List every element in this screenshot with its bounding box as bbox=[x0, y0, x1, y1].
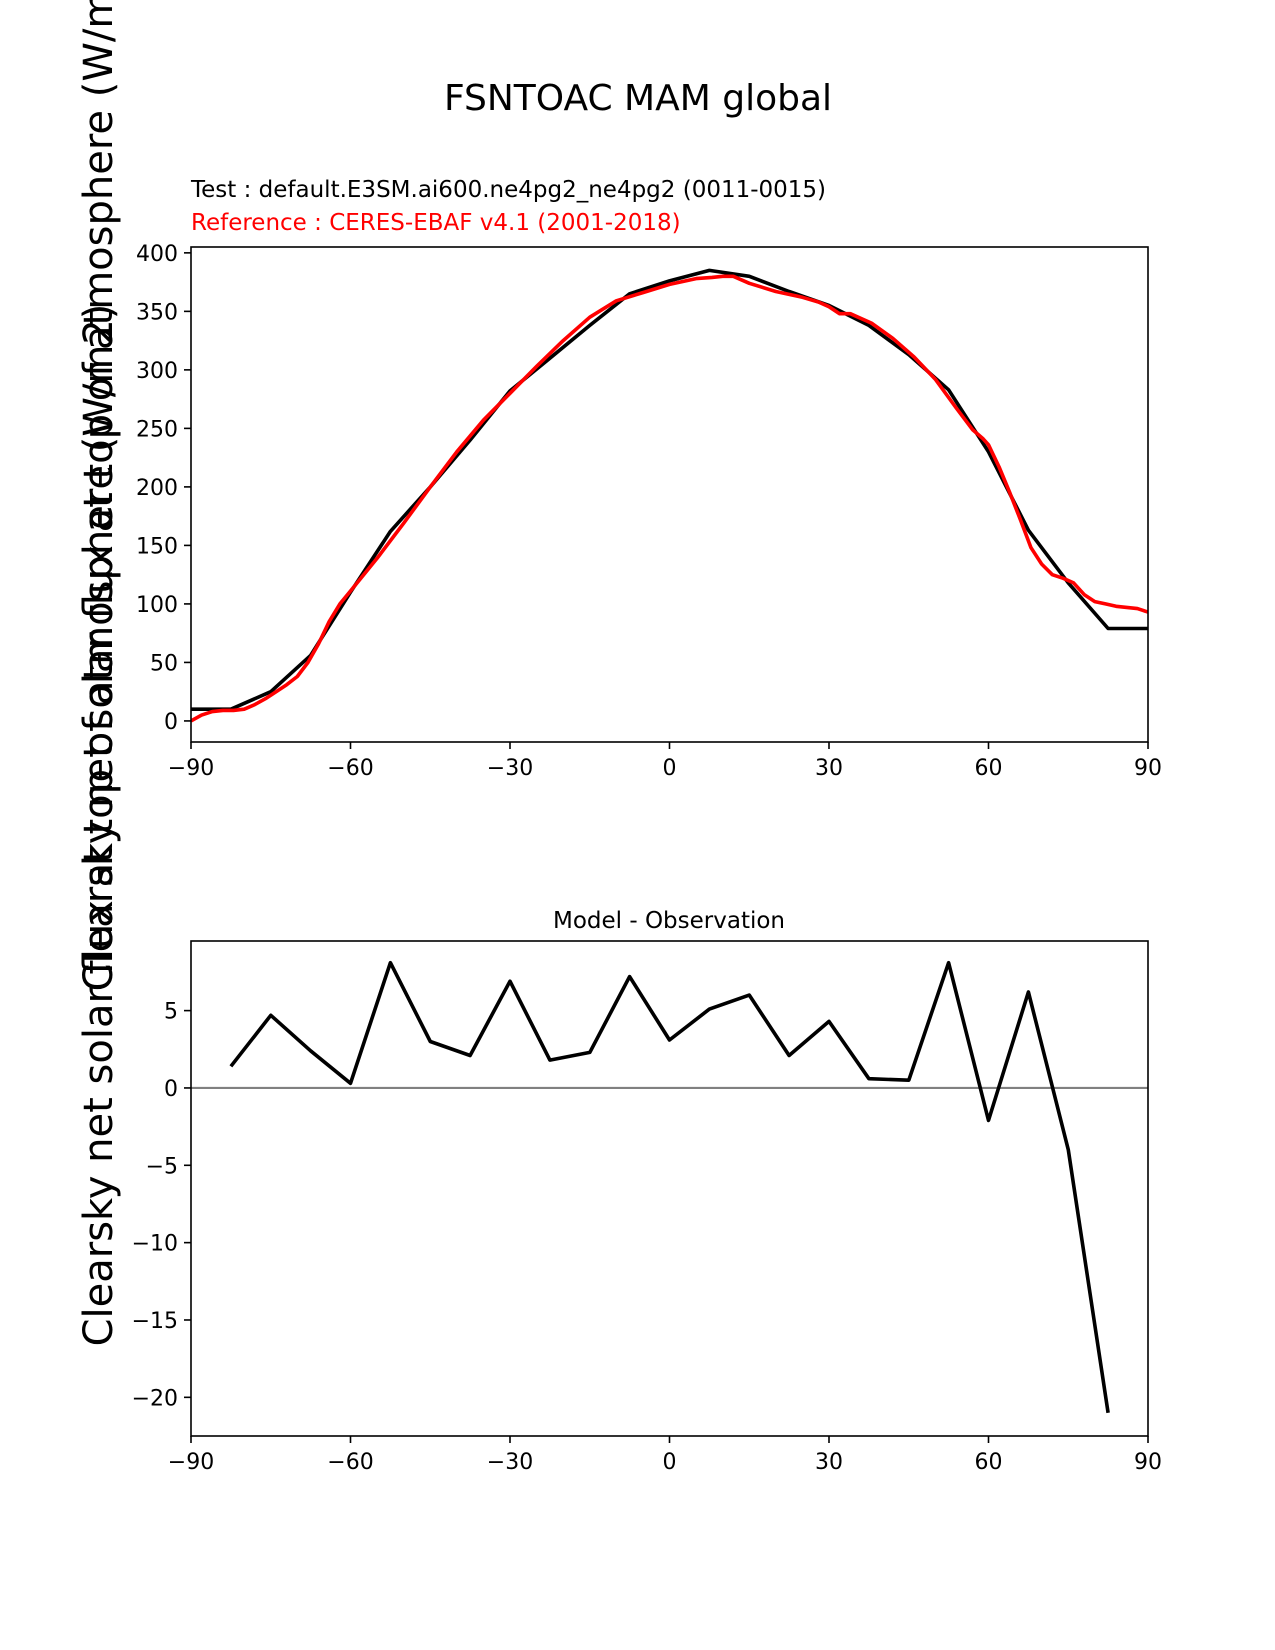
y-axis-label: Clearsky net solar flux at top of atmosp… bbox=[76, 304, 122, 1347]
x-tick-label: −90 bbox=[168, 1450, 214, 1475]
x-tick-label: −30 bbox=[487, 756, 533, 781]
reference-series-line bbox=[191, 274, 1148, 723]
axes-frame bbox=[190, 940, 1149, 1437]
zonal-mean-panel: −90 −60 −30 0 30 60 90 0 50 100 150 200 250 300 350 400 bbox=[136, 242, 1162, 781]
axes-frame bbox=[190, 246, 1149, 743]
y-tick-label: −5 bbox=[146, 1154, 178, 1179]
y-tick-label: 250 bbox=[136, 417, 178, 442]
x-tick-label: −30 bbox=[487, 1450, 533, 1475]
y-tick-label: 100 bbox=[136, 593, 178, 618]
y-tick-label: 50 bbox=[150, 651, 178, 676]
y-tick-label: −10 bbox=[132, 1232, 178, 1257]
difference-panel: −90 −60 −30 0 30 60 90 5 0 −5 −10 −15 −20 bbox=[132, 940, 1162, 1475]
x-tick-label: 90 bbox=[1134, 1450, 1162, 1475]
y-tick-label: 5 bbox=[164, 1000, 178, 1025]
x-tick-label: 30 bbox=[815, 756, 843, 781]
figure-title: FSNTOAC MAM global bbox=[444, 78, 832, 119]
x-tick-label: 30 bbox=[815, 1450, 843, 1475]
y-tick-label: 350 bbox=[136, 300, 178, 325]
x-tick-label: −60 bbox=[327, 756, 373, 781]
x-tick-label: −60 bbox=[327, 1450, 373, 1475]
y-axis-label-panel1: Clearsky net solar flux at top of atmosp… bbox=[76, 0, 122, 991]
y-tick-label: 300 bbox=[136, 359, 178, 384]
y-tick-label: 400 bbox=[136, 242, 178, 267]
reference-label: Reference : CERES-EBAF v4.1 (2001-2018) bbox=[191, 210, 681, 236]
y-tick-label: −20 bbox=[132, 1386, 178, 1411]
y-tick-label: 150 bbox=[136, 534, 178, 559]
x-tick-label: 60 bbox=[975, 1450, 1003, 1475]
x-tick-label: 0 bbox=[663, 1450, 677, 1475]
y-tick-label: −15 bbox=[132, 1309, 178, 1334]
x-tick-label: −90 bbox=[168, 756, 214, 781]
x-tick-label: 90 bbox=[1134, 756, 1162, 781]
test-label: Test : default.E3SM.ai600.ne4pg2_ne4pg2 … bbox=[190, 177, 826, 203]
y-tick-label: 0 bbox=[164, 710, 178, 735]
test-series-line bbox=[191, 268, 1148, 712]
y-tick-label: 0 bbox=[164, 1077, 178, 1102]
diff-panel-title: Model - Observation bbox=[553, 908, 785, 934]
x-tick-label: 0 bbox=[663, 756, 677, 781]
difference-series-line bbox=[229, 960, 1110, 1414]
y-tick-label: 200 bbox=[136, 476, 178, 501]
x-tick-label: 60 bbox=[975, 756, 1003, 781]
